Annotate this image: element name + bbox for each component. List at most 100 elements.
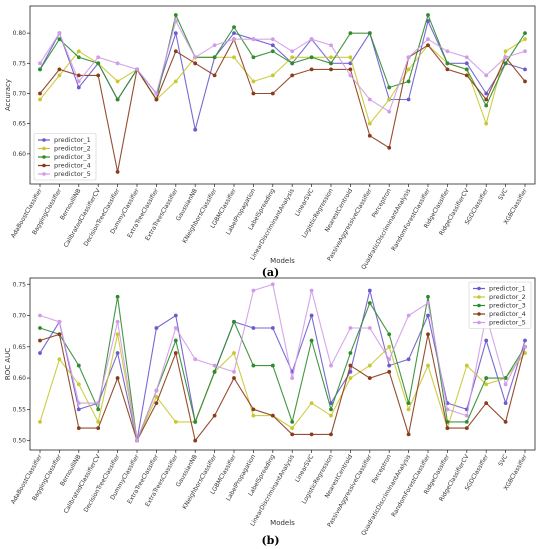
x-tick-label: SVC (497, 453, 509, 467)
data-point-predictor_5 (270, 282, 275, 287)
data-point-predictor_3 (115, 97, 120, 102)
series-line-predictor_1 (39, 290, 526, 441)
legend-entry: predictor_4 (54, 162, 91, 170)
data-point-predictor_3 (270, 49, 275, 54)
data-point-predictor_1 (173, 31, 178, 36)
data-point-predictor_4 (348, 363, 353, 368)
y-tick-label: 0.65 (13, 344, 27, 351)
data-point-predictor_2 (38, 419, 42, 424)
data-point-predictor_5 (193, 55, 198, 60)
data-point-predictor_5 (212, 363, 217, 368)
data-point-predictor_3 (348, 31, 353, 36)
data-point-predictor_3 (464, 419, 469, 424)
data-point-predictor_5 (503, 55, 508, 60)
data-point-predictor_5 (426, 301, 430, 305)
data-point-predictor_5 (348, 73, 353, 78)
data-point-predictor_2 (406, 67, 411, 72)
data-point-predictor_4 (270, 91, 275, 96)
data-point-predictor_5 (387, 109, 392, 114)
data-point-predictor_5 (484, 73, 489, 78)
y-axis-label: Accuracy (4, 79, 12, 111)
data-point-predictor_3 (464, 67, 469, 72)
data-point-predictor_3 (329, 61, 333, 66)
data-point-predictor_5 (367, 97, 372, 102)
data-point-predictor_5 (309, 288, 314, 293)
data-point-predictor_5 (212, 43, 217, 48)
data-point-predictor_3 (503, 61, 508, 66)
data-point-predictor_2 (76, 49, 81, 54)
data-point-predictor_5 (193, 357, 198, 362)
data-point-predictor_4 (290, 432, 295, 437)
data-point-predictor_2 (57, 357, 62, 362)
data-point-predictor_5 (38, 61, 42, 66)
y-axis-label: ROC AUC (4, 348, 12, 380)
chart-panel-1: 0.600.650.700.750.80AdaBoostClassifierBa… (4, 5, 536, 279)
legend-marker (477, 320, 481, 325)
legend-entry: predictor_1 (54, 136, 91, 144)
data-point-predictor_4 (445, 426, 450, 431)
data-point-predictor_2 (251, 79, 256, 84)
data-point-predictor_2 (484, 382, 489, 387)
data-point-predictor_5 (329, 363, 333, 368)
legend-marker (477, 295, 481, 299)
data-point-predictor_4 (154, 97, 159, 102)
data-point-predictor_3 (445, 61, 450, 66)
legend-entry: predictor_5 (489, 319, 526, 327)
data-point-predictor_5 (523, 344, 527, 349)
data-point-predictor_5 (387, 357, 392, 362)
data-point-predictor_2 (503, 49, 508, 54)
data-point-predictor_4 (290, 73, 295, 78)
data-point-predictor_5 (445, 49, 450, 54)
y-tick-label: 0.60 (13, 151, 27, 158)
data-point-predictor_3 (251, 363, 256, 368)
data-point-predictor_2 (290, 55, 295, 60)
data-point-predictor_4 (193, 438, 198, 443)
series-line-predictor_5 (39, 283, 526, 443)
series-line-predictor_2 (39, 334, 526, 443)
data-point-predictor_4 (329, 67, 333, 72)
data-point-predictor_5 (367, 326, 372, 330)
x-tick-label: CalibratedClassifierCV (63, 187, 103, 249)
data-point-predictor_2 (270, 73, 275, 78)
data-point-predictor_2 (115, 79, 120, 84)
legend-entry: predictor_3 (489, 302, 526, 310)
data-point-predictor_2 (173, 79, 178, 84)
data-point-predictor_2 (76, 382, 81, 387)
data-point-predictor_4 (115, 170, 120, 174)
data-point-predictor_1 (367, 288, 372, 293)
data-point-predictor_4 (367, 376, 372, 380)
data-point-predictor_4 (173, 351, 178, 355)
data-point-predictor_4 (96, 73, 101, 78)
data-point-predictor_2 (464, 363, 469, 368)
legend-marker (477, 312, 481, 316)
data-point-predictor_4 (173, 49, 178, 54)
data-point-predictor_3 (426, 13, 430, 17)
data-point-predictor_5 (232, 37, 236, 42)
data-point-predictor_2 (348, 376, 353, 380)
data-point-predictor_1 (309, 313, 314, 318)
data-point-predictor_3 (484, 376, 489, 380)
data-point-predictor_3 (426, 294, 430, 299)
data-point-predictor_1 (173, 313, 178, 318)
data-point-predictor_3 (76, 55, 81, 60)
data-point-predictor_3 (367, 31, 372, 36)
data-point-predictor_3 (309, 55, 314, 60)
legend-marker (42, 163, 46, 168)
data-point-predictor_1 (193, 127, 198, 132)
data-point-predictor_2 (329, 55, 333, 60)
data-point-predictor_2 (290, 426, 295, 431)
data-point-predictor_1 (406, 97, 411, 102)
data-point-predictor_1 (38, 351, 42, 355)
data-point-predictor_3 (212, 55, 217, 60)
data-point-predictor_3 (406, 79, 411, 84)
legend-marker (42, 155, 46, 159)
series-line-predictor_5 (39, 19, 526, 113)
data-point-predictor_1 (426, 313, 430, 318)
data-point-predictor_3 (523, 31, 527, 36)
data-point-predictor_3 (96, 61, 101, 66)
y-tick-label: 0.70 (13, 313, 27, 320)
series-line-predictor_4 (39, 333, 526, 443)
data-point-predictor_3 (212, 369, 217, 374)
data-point-predictor_5 (135, 438, 139, 443)
data-point-predictor_3 (173, 13, 178, 17)
